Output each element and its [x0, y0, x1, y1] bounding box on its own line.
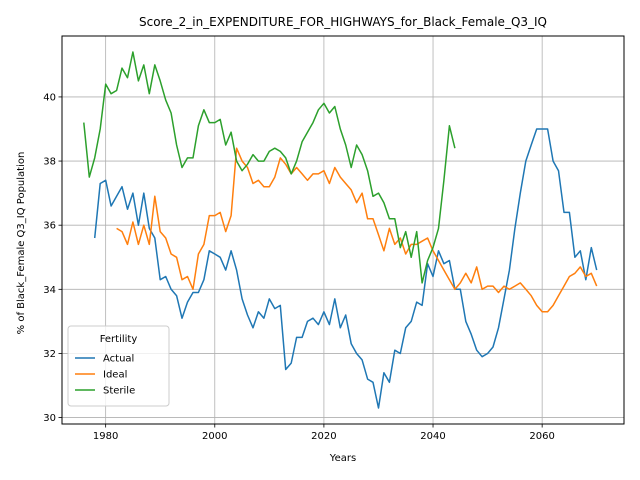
x-tick-label: 2060: [529, 431, 554, 442]
y-tick-label: 32: [43, 349, 56, 360]
x-tick-label: 1980: [93, 431, 118, 442]
legend: Fertility Actual Ideal Sterile: [67, 325, 170, 407]
series-line-actual: [93, 128, 598, 409]
x-tick-label: 2040: [420, 431, 445, 442]
x-axis-label: Years: [329, 453, 356, 464]
series-line-ideal: [116, 147, 598, 313]
x-tick-label: 2020: [311, 431, 336, 442]
y-tick-label: 34: [43, 285, 56, 296]
legend-box: [67, 325, 170, 407]
y-tick-label: 36: [43, 221, 56, 232]
series-layer: [83, 51, 598, 409]
chart-title: Score_2_in_EXPENDITURE_FOR_HIGHWAYS_for_…: [139, 15, 547, 29]
y-axis-label: % of Black_Female Q3_IQ Population: [16, 152, 27, 335]
y-tick-label: 38: [43, 157, 56, 168]
series-line-sterile: [83, 51, 456, 284]
x-tick-label: 2000: [202, 431, 227, 442]
ticks-layer: 1980 2000 2020 2040 2060 30 32 34 36 38 40: [43, 92, 555, 442]
plot-frame: [61, 35, 625, 425]
y-tick-label: 40: [43, 92, 56, 103]
legend-title: Fertility: [100, 334, 138, 345]
legend-label-ideal: Ideal: [103, 370, 127, 381]
legend-label-actual: Actual: [103, 354, 134, 365]
legend-label-sterile: Sterile: [103, 386, 135, 397]
y-tick-label: 30: [43, 413, 56, 424]
